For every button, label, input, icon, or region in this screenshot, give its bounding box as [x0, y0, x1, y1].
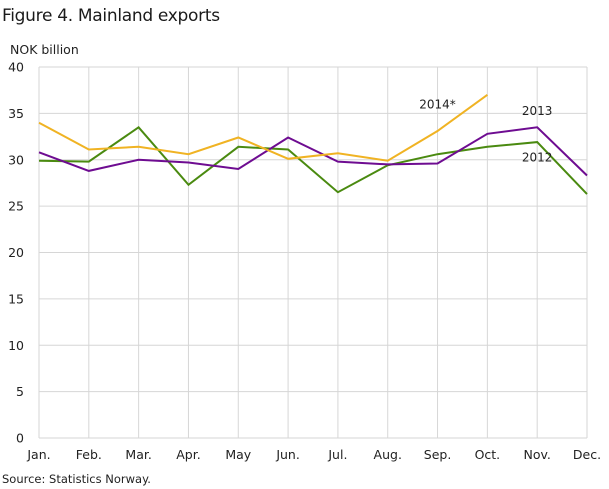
y-tick-label: 20: [8, 245, 24, 260]
series-line-2012: [38, 125, 588, 195]
y-tick-label: 10: [8, 338, 24, 353]
series-label: 2012: [522, 151, 553, 165]
series-label: 2014*: [419, 98, 456, 112]
y-tick-label: 35: [8, 106, 24, 121]
y-tick-label: 30: [8, 152, 24, 167]
series-lines: [38, 93, 588, 195]
y-axis-ticks: 0 5 10 15 20 25 30 35 40: [8, 60, 24, 446]
series-line-2014: [38, 93, 488, 162]
x-tick-label: Oct.: [475, 447, 501, 462]
x-tick-label: Feb.: [76, 447, 102, 462]
x-tick-label: Jun.: [275, 447, 300, 462]
y-tick-label: 40: [8, 60, 24, 75]
chart-title: Figure 4. Mainland exports: [2, 6, 220, 26]
y-tick-label: 5: [16, 384, 24, 399]
x-tick-label: Nov.: [523, 447, 550, 462]
y-tick-label: 25: [8, 199, 24, 214]
series-label: 2013: [522, 104, 553, 118]
x-tick-label: Aug.: [374, 447, 402, 462]
x-tick-label: Mar.: [125, 447, 151, 462]
x-tick-label: May: [225, 447, 251, 462]
y-tick-label: 0: [16, 431, 24, 446]
gridlines: [38, 66, 588, 439]
x-tick-label: Apr.: [176, 447, 200, 462]
x-tick-label: Jul.: [327, 447, 347, 462]
y-tick-label: 15: [8, 291, 24, 306]
source-note: Source: Statistics Norway.: [2, 472, 151, 486]
x-tick-label: Jan.: [26, 447, 50, 462]
series-line-2013: [38, 126, 588, 177]
series-labels: 2014* 2013 2012: [419, 98, 552, 165]
x-axis-ticks: Jan. Feb. Mar. Apr. May Jun. Jul. Aug. Sep. Oct. N…: [26, 447, 601, 462]
x-tick-label: Dec.: [573, 447, 601, 462]
x-tick-label: Sep.: [424, 447, 452, 462]
y-axis-unit-label: NOK billion: [10, 42, 79, 57]
